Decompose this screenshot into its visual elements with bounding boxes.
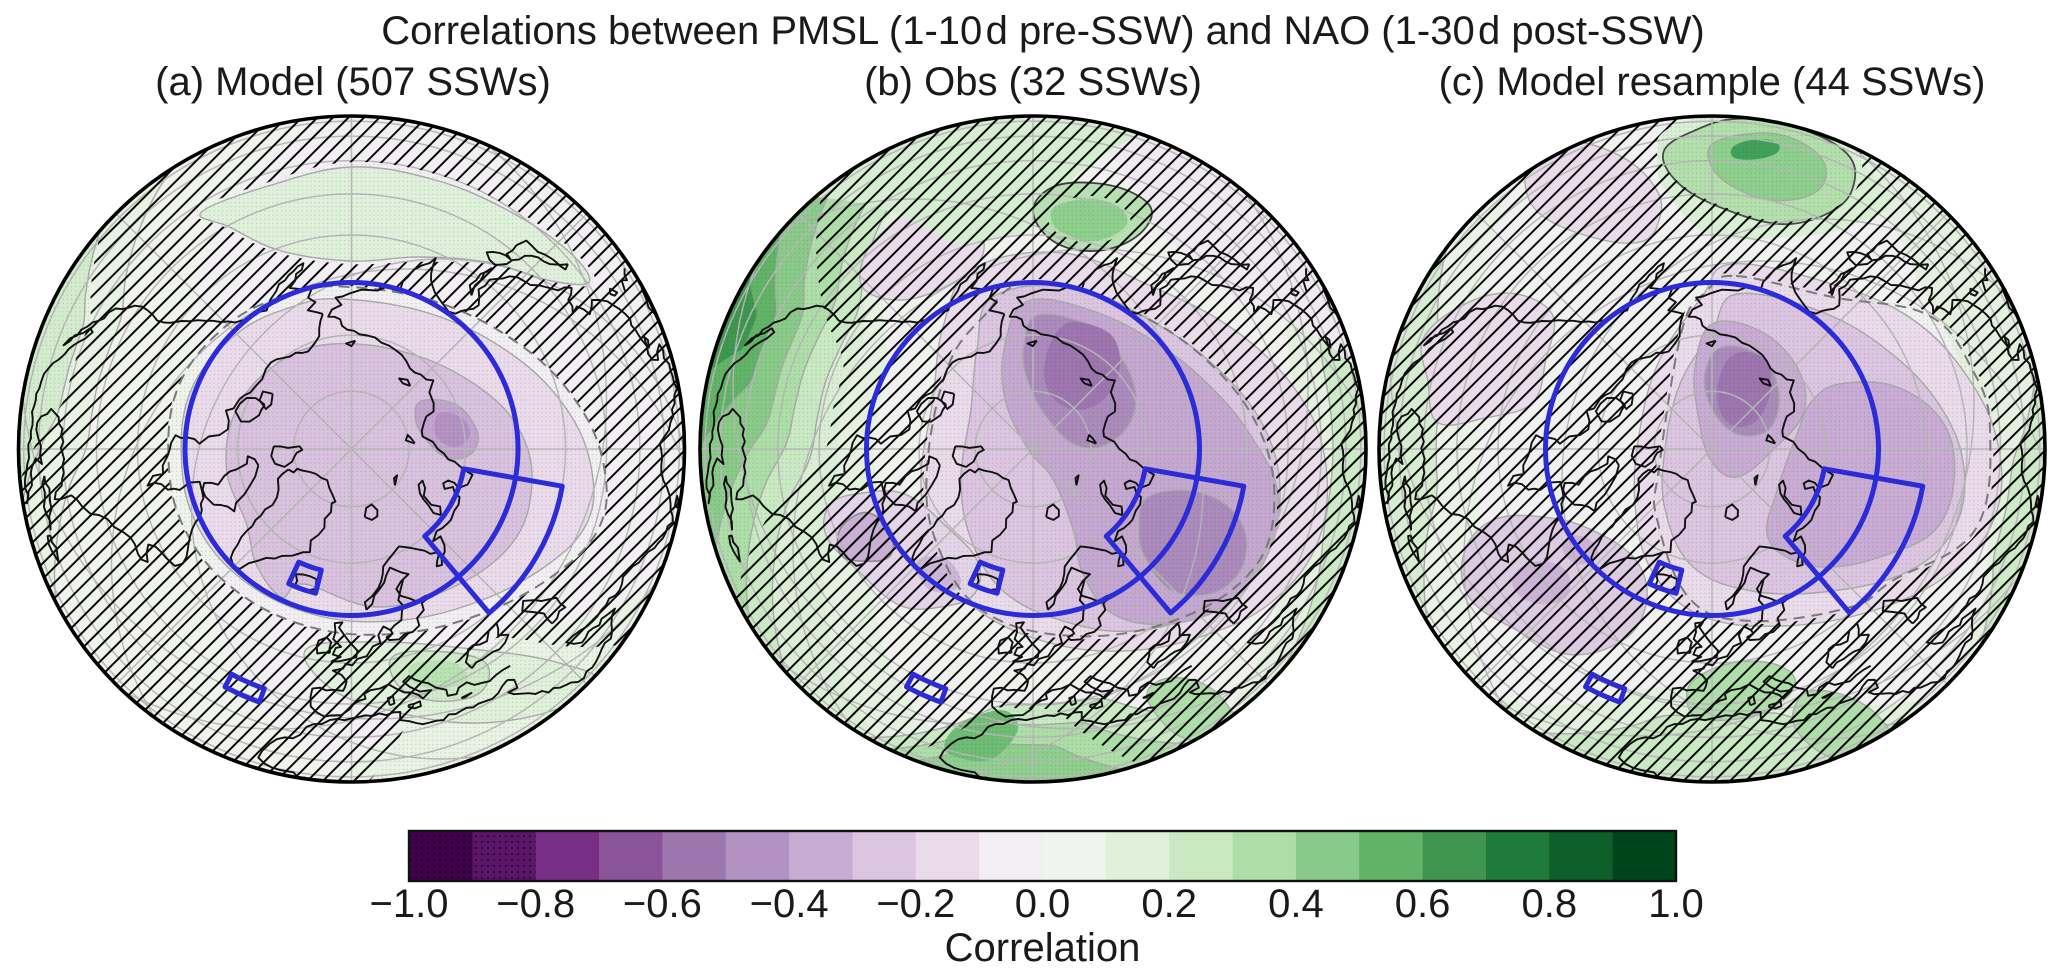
svg-text:−0.6: −0.6 — [623, 882, 702, 926]
svg-text:−0.4: −0.4 — [750, 882, 829, 926]
svg-text:−0.2: −0.2 — [876, 882, 955, 926]
svg-text:1.0: 1.0 — [1648, 882, 1704, 926]
svg-text:0.8: 0.8 — [1521, 882, 1577, 926]
svg-text:(a) Model (507 SSWs): (a) Model (507 SSWs) — [155, 60, 551, 104]
svg-text:0.6: 0.6 — [1395, 882, 1451, 926]
svg-text:0.4: 0.4 — [1268, 882, 1324, 926]
svg-text:0.2: 0.2 — [1141, 882, 1197, 926]
svg-text:−1.0: −1.0 — [370, 882, 449, 926]
svg-text:Correlation: Correlation — [945, 926, 1141, 970]
svg-text:Correlations between PMSL (1-1: Correlations between PMSL (1-10 d pre-SS… — [381, 9, 1705, 53]
svg-text:(b) Obs (32 SSWs): (b) Obs (32 SSWs) — [864, 60, 1202, 104]
svg-text:−0.8: −0.8 — [496, 882, 575, 926]
svg-text:(c) Model resample (44 SSWs): (c) Model resample (44 SSWs) — [1439, 60, 1986, 104]
svg-text:0.0: 0.0 — [1015, 882, 1071, 926]
